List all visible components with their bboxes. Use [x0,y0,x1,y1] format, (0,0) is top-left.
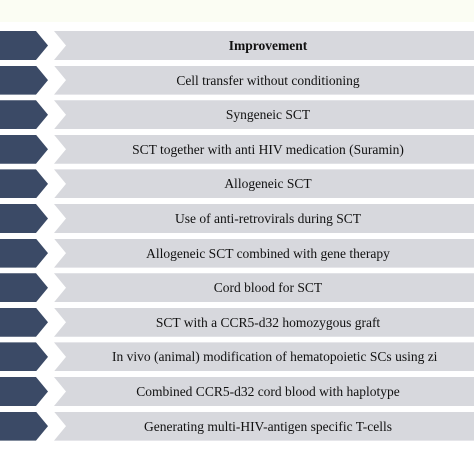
list-item-label: Allogeneic SCT [224,176,312,192]
row-bar [54,342,474,372]
row-bar [54,204,474,233]
list-item-label: Syngeneic SCT [225,107,311,123]
row-bar [54,65,474,95]
row-arrow-marker [0,377,48,406]
list-item-label: In vivo (animal) modification of hematop… [112,349,438,365]
list-item-label: SCT together with anti HIV medication (S… [132,141,404,157]
list-item-label: Cell transfer without conditioning [176,72,360,88]
list-item: In vivo (animal) modification of hematop… [0,342,474,372]
list-item-label: Cord blood for SCT [213,280,323,296]
row-bar [54,100,474,130]
row-arrow-marker [0,31,48,60]
row-bar [54,169,474,199]
list-item-label: Allogeneic SCT combined with gene therap… [146,245,390,261]
row-arrow-marker [0,238,48,268]
row-arrow-marker [0,273,48,303]
list-item: Allogeneic SCT [0,169,474,199]
list-item: Use of anti-retrovirals during SCT [0,204,474,233]
list-item-label: Combined CCR5-d32 cord blood with haplot… [136,384,400,399]
row-arrow-marker [0,411,48,441]
row-bar [54,273,474,303]
row-arrow-marker [0,100,48,130]
list-item: Cord blood for SCT [0,273,474,303]
row-arrow-marker [0,65,48,95]
list-item: SCT with a CCR5-d32 homozygous graft [0,307,474,337]
list-item-label: Use of anti-retrovirals during SCT [175,211,361,226]
top-background-stripe [0,0,474,22]
row-arrow-marker [0,307,48,337]
row-bar [54,134,474,164]
list-item: Generating multi-HIV-antigen specific T-… [0,411,474,441]
row-arrow-marker [0,342,48,372]
column-header: Improvement [228,38,308,53]
list-item-label: SCT with a CCR5-d32 homozygous graft [155,314,381,330]
row-arrow-marker [0,204,48,233]
header-row: Improvement [0,31,474,60]
list-item: SCT together with anti HIV medication (S… [0,134,474,164]
list-item: Cell transfer without conditioning [0,65,474,95]
list-item: Combined CCR5-d32 cord blood with haplot… [0,377,474,406]
row-bar [54,31,474,60]
row-bar [54,411,474,441]
list-item-label: Generating multi-HIV-antigen specific T-… [143,418,393,434]
row-arrow-marker [0,134,48,164]
list-item: Syngeneic SCT [0,100,474,130]
row-bar [54,307,474,337]
list-item: Allogeneic SCT combined with gene therap… [0,238,474,268]
row-bar [54,377,474,406]
row-bar [54,238,474,268]
row-arrow-marker [0,169,48,199]
